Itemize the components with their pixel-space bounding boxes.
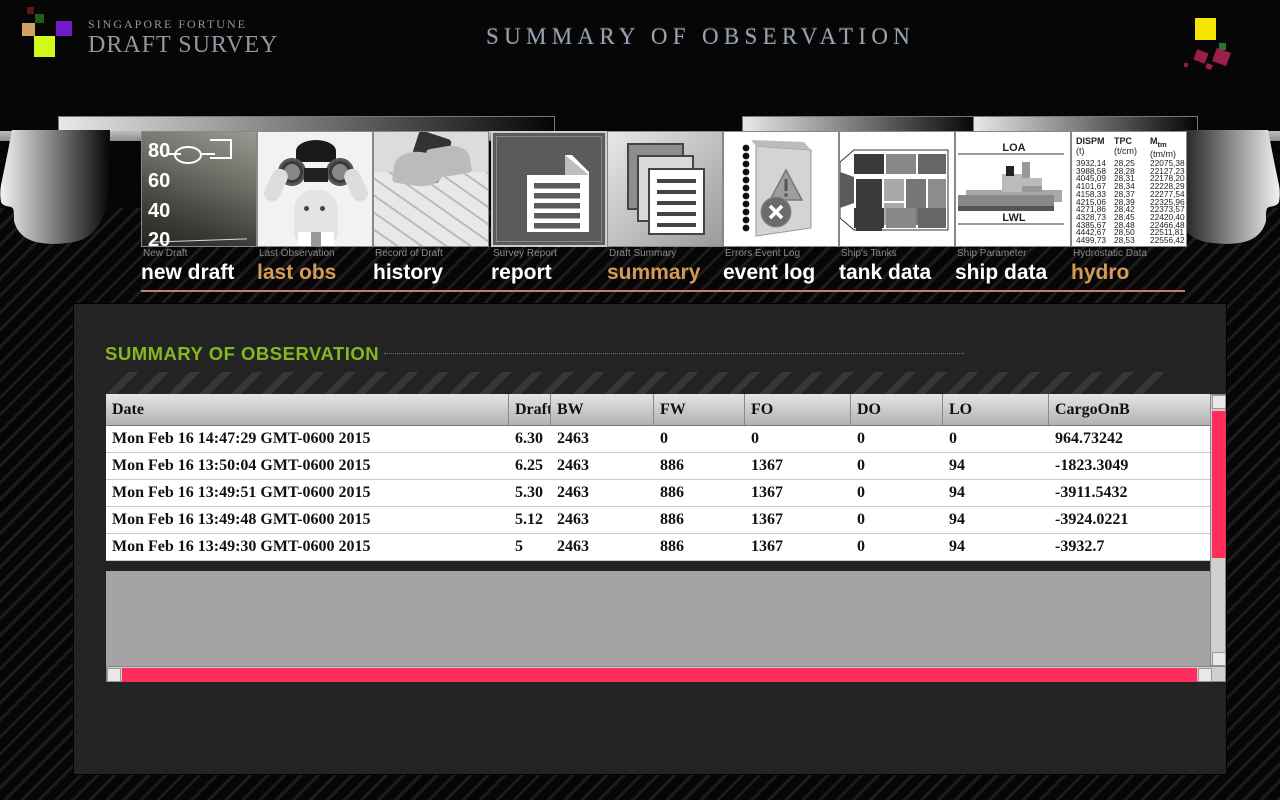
svg-text:LOA: LOA [1002, 142, 1025, 154]
svg-text:LWL: LWL [1002, 212, 1025, 224]
